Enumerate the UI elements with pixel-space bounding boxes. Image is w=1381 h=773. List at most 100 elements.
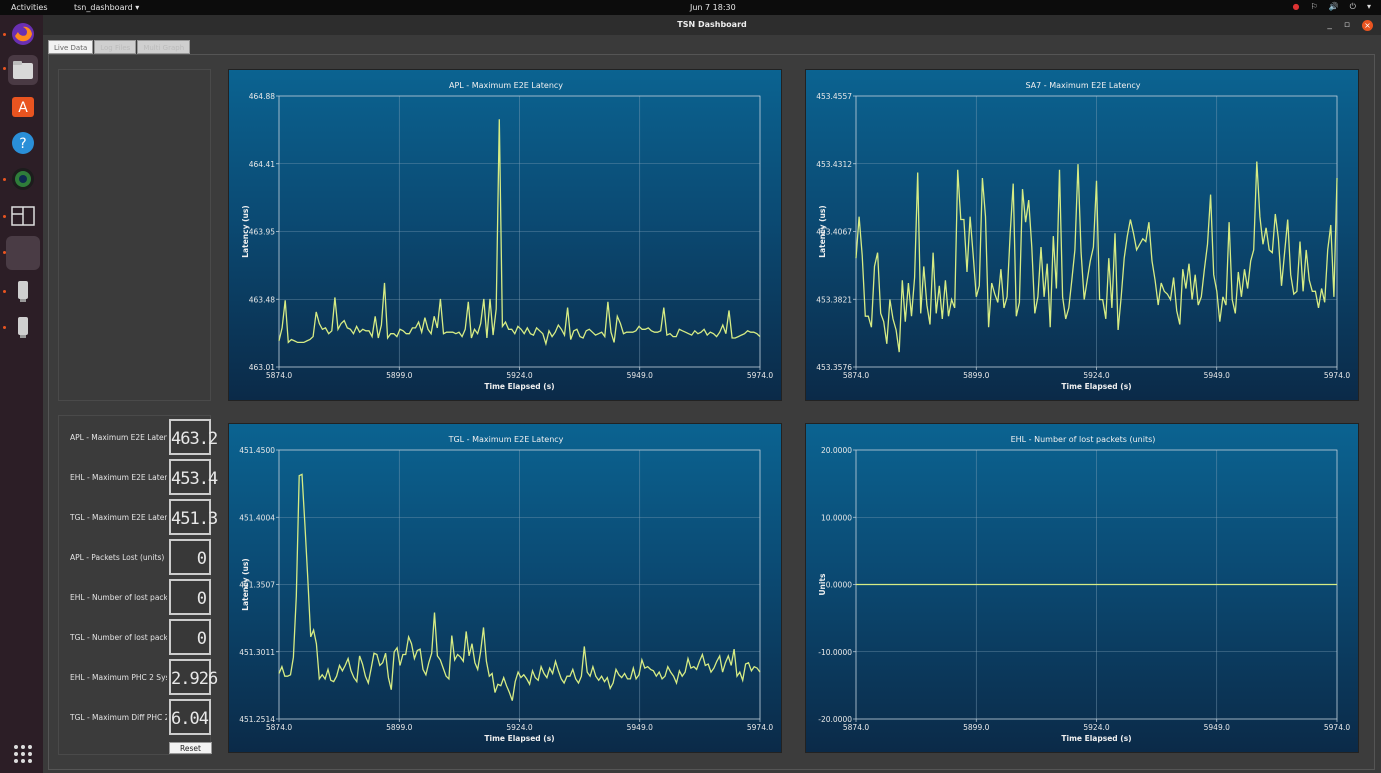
window-title: TSN Dashboard <box>677 20 747 29</box>
x-tick-label: 5924.0 <box>1083 371 1109 380</box>
x-tick-label: 5924.0 <box>506 723 532 732</box>
usb-drive-icon[interactable] <box>8 312 38 342</box>
x-tick-label: 5874.0 <box>843 371 869 380</box>
network-icon[interactable]: ⚐ <box>1310 2 1318 11</box>
x-tick-label: 5899.0 <box>386 371 412 380</box>
volume-icon[interactable]: 🔊 <box>1328 2 1339 11</box>
files-icon[interactable] <box>8 55 38 85</box>
chart-svg: APL - Maximum E2E Latency 5874.0 5899.0 592… <box>241 81 773 391</box>
chart-title: TGL - Maximum E2E Latency <box>448 435 564 444</box>
y-tick-label: 463.95 <box>249 228 275 237</box>
lcd-value: 0 <box>169 619 211 655</box>
tab-bar: Live Data Log Files Multi Graph <box>48 40 191 54</box>
dock: A ? <box>0 15 43 773</box>
power-icon[interactable]: ⏻ <box>1349 2 1356 11</box>
software-center-icon[interactable]: A <box>8 91 38 121</box>
y-tick-label: 463.01 <box>249 363 275 372</box>
chart-tgl-latency: TGL - Maximum E2E Latency 5874.0 5899.0 592… <box>228 423 782 753</box>
readout-row: EHL - Number of lost pack 0 <box>59 579 219 616</box>
firefox-icon[interactable] <box>8 19 38 49</box>
y-tick-label: 451.4500 <box>239 446 275 455</box>
minimize-icon[interactable]: _ <box>1327 20 1332 30</box>
y-tick-label: 464.88 <box>249 92 275 101</box>
lcd-value: 453.4 <box>169 459 218 495</box>
clock[interactable]: Jun 7 18:30 <box>690 3 736 12</box>
series-line <box>855 161 1338 353</box>
plot-frame <box>278 449 761 720</box>
y-tick-label: -10.0000 <box>818 648 852 657</box>
maximize-icon[interactable]: ▫ <box>1343 20 1350 30</box>
record-icon[interactable]: ● <box>1292 2 1300 11</box>
readout-row: TGL - Maximum E2E Laten 451.3 <box>59 499 219 536</box>
y-tick-label: 453.3576 <box>816 363 852 372</box>
readout-row: TGL - Number of lost pack 0 <box>59 619 219 656</box>
chart-title: SA7 - Maximum E2E Latency <box>1025 81 1140 90</box>
split-view-icon[interactable] <box>8 201 38 231</box>
x-tick-label: 5874.0 <box>266 371 292 380</box>
y-tick-label: 453.4557 <box>816 92 852 101</box>
close-icon[interactable]: × <box>1362 19 1373 31</box>
y-axis-label: Units <box>818 573 827 596</box>
readout-label: TGL - Maximum E2E Laten <box>70 513 167 522</box>
reset-button[interactable]: Reset <box>169 742 212 754</box>
chart-apl-latency: APL - Maximum E2E Latency 5874.0 5899.0 592… <box>228 69 782 401</box>
x-tick-label: 5949.0 <box>627 371 653 380</box>
x-tick-label: 5974.0 <box>747 371 773 380</box>
x-tick-label: 5899.0 <box>386 723 412 732</box>
x-tick-label: 5899.0 <box>963 723 989 732</box>
chart-svg: TGL - Maximum E2E Latency 5874.0 5899.0 592… <box>239 435 773 743</box>
y-tick-label: 453.3821 <box>816 295 852 304</box>
y-tick-label: -20.0000 <box>818 715 852 724</box>
y-tick-label: 453.4067 <box>816 228 852 237</box>
camera-app-icon[interactable] <box>8 164 38 194</box>
lcd-value: 451.3 <box>169 499 218 535</box>
y-tick-label: 451.3507 <box>239 581 275 590</box>
y-tick-label: 453.4312 <box>816 160 852 169</box>
readout-label: TGL - Maximum Diff PHC 2 <box>70 713 167 722</box>
left-panel-empty <box>58 69 211 401</box>
chart-title: EHL - Number of lost packets (units) <box>1011 435 1156 444</box>
y-tick-label: 464.41 <box>249 160 275 169</box>
y-tick-label: 20.0000 <box>821 446 852 455</box>
y-tick-label: 451.4004 <box>239 513 275 522</box>
app-menu[interactable]: tsn_dashboard ▾ <box>74 3 140 12</box>
lcd-value: 6.04 <box>169 699 211 735</box>
lcd-value: 0 <box>169 539 211 575</box>
system-top-bar: Activities tsn_dashboard ▾ Jun 7 18:30 ●… <box>0 0 1381 15</box>
usb-drive-icon[interactable] <box>8 276 38 306</box>
help-icon[interactable]: ? <box>8 128 38 158</box>
window-controls: _ ▫ × <box>1327 19 1373 31</box>
y-tick-label: 0.0000 <box>826 581 852 590</box>
live-data-content: APL - Maximum E2E Laten 463.2 EHL - Maxi… <box>48 54 1375 770</box>
readout-label: EHL - Maximum E2E Laten <box>70 473 167 482</box>
tab-live-data[interactable]: Live Data <box>48 40 94 54</box>
y-axis-label: Latency (us) <box>241 558 250 610</box>
y-axis-label: Latency (us) <box>818 205 827 257</box>
chart-svg: SA7 - Maximum E2E Latency 5874.0 5899.0 592… <box>816 81 1350 391</box>
readout-label: TGL - Number of lost pack <box>70 633 167 642</box>
x-tick-label: 5874.0 <box>843 723 869 732</box>
readout-row: APL - Packets Lost (units) 0 <box>59 539 219 576</box>
chevron-down-icon[interactable]: ▾ <box>1366 2 1371 11</box>
lcd-value: 0 <box>169 579 211 615</box>
readout-row: EHL - Maximum PHC 2 Sys 2.926 <box>59 659 219 696</box>
system-tray[interactable]: ● ⚐ 🔊 ⏻ ▾ <box>1293 2 1371 12</box>
y-tick-label: 451.2514 <box>239 715 275 724</box>
active-window-icon[interactable] <box>6 236 40 270</box>
chart-sa7-latency: SA7 - Maximum E2E Latency 5874.0 5899.0 592… <box>805 69 1359 401</box>
plot-frame <box>855 95 1338 368</box>
activities-button[interactable]: Activities <box>11 3 48 12</box>
readout-label: EHL - Number of lost pack <box>70 593 167 602</box>
x-tick-label: 5899.0 <box>963 371 989 380</box>
x-tick-label: 5949.0 <box>627 723 653 732</box>
show-apps-icon[interactable] <box>8 739 38 769</box>
tab-log-files[interactable]: Log Files <box>94 40 137 54</box>
x-tick-label: 5949.0 <box>1204 371 1230 380</box>
y-axis-label: Latency (us) <box>241 205 250 257</box>
readout-row: TGL - Maximum Diff PHC 2 6.04 <box>59 699 219 736</box>
chart-ehl-lost-packets: EHL - Number of lost packets (units) 5874… <box>805 423 1359 753</box>
tab-multi-graph[interactable]: Multi Graph <box>137 40 191 54</box>
x-tick-label: 5974.0 <box>1324 371 1350 380</box>
readout-row: EHL - Maximum E2E Laten 453.4 <box>59 459 219 496</box>
window-titlebar[interactable]: TSN Dashboard <box>43 15 1381 35</box>
